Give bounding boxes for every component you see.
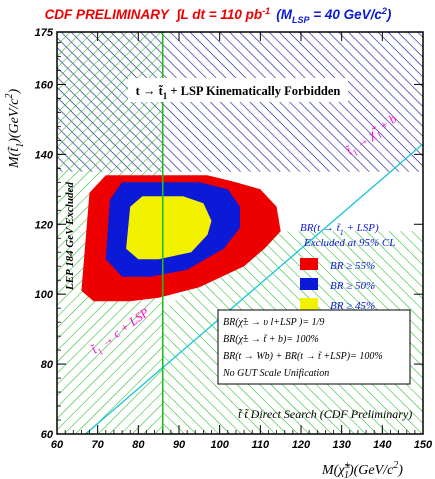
y-tick-label: 160 bbox=[35, 79, 54, 91]
title-mass-exp: 2 bbox=[381, 6, 387, 16]
legend-label: BR ≥ 45% bbox=[330, 300, 375, 312]
y-tick-label: 60 bbox=[41, 429, 54, 441]
y-tick-label: 120 bbox=[35, 219, 54, 231]
ticks-layer: 60 70 80 90 100 110 120 130 140 150 60 80 100 120 140 1… bbox=[35, 27, 433, 451]
assumption-line: BR(χ̃± → υ l+LSP )= 1/9 bbox=[223, 317, 324, 328]
legend-subtitle: Excluded at 95% CL bbox=[303, 237, 395, 249]
series-layer bbox=[81, 175, 281, 302]
x-tick-label: 150 bbox=[414, 439, 433, 451]
direct-search-label: t̃ t̃ Direct Search (CDF Preliminary) bbox=[238, 407, 412, 421]
legend-swatch bbox=[300, 298, 318, 310]
legend-label: BR ≥ 50% bbox=[330, 280, 375, 292]
legend: BR(t → t̃1 + LSP) Excluded at 95% CL BR … bbox=[300, 222, 395, 312]
assumption-line: BR(t → Wb) + BR(t → t̃ +LSP)= 100% bbox=[223, 350, 383, 362]
legend-label: BR ≥ 55% bbox=[330, 260, 375, 272]
forbidden-label-box bbox=[128, 78, 348, 102]
title-lumi-exp: -1 bbox=[262, 6, 270, 16]
assumptions-text: BR(χ̃± → υ l+LSP )= 1/9 BR(χ̃± → t̃ + b)=… bbox=[222, 317, 383, 379]
y-tick-label: 100 bbox=[35, 289, 54, 301]
y-tick-label: 140 bbox=[35, 149, 54, 161]
x-tick-label: 140 bbox=[373, 439, 392, 451]
x-tick-label: 80 bbox=[132, 439, 145, 451]
x-tick-label: 120 bbox=[292, 439, 311, 451]
title-mass-close: ) bbox=[385, 7, 392, 22]
assumption-line: No GUT Scale Unification bbox=[222, 368, 329, 379]
title-lumi: ∫L dt = 110 pb bbox=[176, 7, 262, 22]
y-axis-label: M(t̃1)(GeV/c2) bbox=[4, 88, 26, 169]
x-tick-label: 110 bbox=[252, 439, 270, 451]
lep-label: LEP 184 GeV Excluded bbox=[64, 182, 76, 291]
x-tick-label: 90 bbox=[173, 439, 186, 451]
legend-swatch bbox=[300, 278, 318, 290]
x-tick-label: 70 bbox=[92, 439, 105, 451]
legend-title: BR(t → t̃1 + LSP) bbox=[300, 222, 379, 237]
kinematic-line-charm bbox=[85, 143, 423, 434]
plot-frame bbox=[56, 31, 424, 435]
legend-swatch bbox=[300, 258, 318, 270]
x-tick-label: 130 bbox=[332, 439, 351, 451]
title-mass-sub: LSP bbox=[292, 15, 311, 25]
exclusion-region-3 bbox=[126, 196, 212, 260]
assumptions-box bbox=[217, 309, 411, 385]
x-tick-label: 100 bbox=[210, 439, 229, 451]
x-axis-label: M(χ̃± 1)(GeV/c2) bbox=[321, 460, 403, 479]
y-tick-label: 175 bbox=[35, 27, 54, 39]
legend-items: BR ≥ 55% BR ≥ 50% BR ≥ 45% bbox=[300, 258, 375, 312]
chart-title: CDF PRELIMINARY ∫L dt = 110 pb-1 (MLSP = 4… bbox=[45, 6, 392, 25]
x-tick-label: 60 bbox=[51, 439, 64, 451]
assumption-line: BR(χ̃± → t̃ + b)= 100% bbox=[223, 333, 319, 345]
y-tick-label: 80 bbox=[41, 359, 54, 371]
title-mass-rest: = 40 GeV/c bbox=[309, 7, 382, 22]
forbidden-label: t → t̃1 + LSP Kinematically Forbidden bbox=[136, 84, 341, 101]
title-main: CDF PRELIMINARY bbox=[45, 7, 171, 22]
title-mass: (M bbox=[276, 7, 292, 22]
